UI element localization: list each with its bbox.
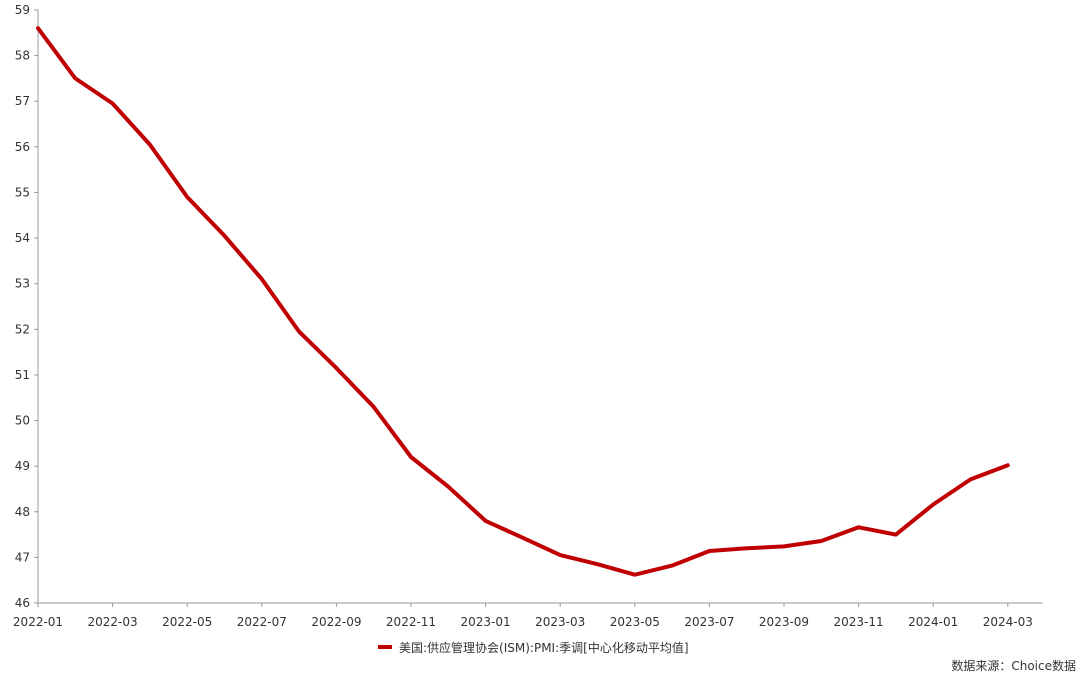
x-tick-label: 2023-09 [759, 615, 809, 629]
y-tick-label: 49 [15, 459, 30, 473]
x-tick-label: 2022-07 [237, 615, 287, 629]
series-line-0 [36, 26, 1010, 577]
y-tick-label: 51 [15, 368, 30, 382]
y-axis: 46 47 48 49 50 51 52 53 54 55 56 57 58 59 [15, 3, 39, 610]
x-tick-label: 2024-03 [983, 615, 1033, 629]
x-tick-label: 2022-09 [311, 615, 361, 629]
y-tick-label: 59 [15, 3, 30, 17]
series-layer [36, 26, 1010, 577]
x-tick-label: 2022-11 [386, 615, 436, 629]
x-tick-label: 2022-05 [162, 615, 212, 629]
y-tick-label: 55 [15, 185, 30, 199]
y-tick-label: 53 [15, 277, 30, 291]
x-tick-label: 2023-05 [610, 615, 660, 629]
y-tick-label: 50 [15, 414, 30, 428]
x-tick-label: 2023-07 [684, 615, 734, 629]
y-tick-label: 54 [15, 231, 30, 245]
legend: 美国:供应管理协会(ISM):PMI:季调[中心化移动平均值] [378, 640, 689, 655]
y-tick-label: 46 [15, 596, 30, 610]
legend-swatch [378, 645, 392, 649]
legend-label: 美国:供应管理协会(ISM):PMI:季调[中心化移动平均值] [399, 640, 689, 655]
y-tick-label: 48 [15, 505, 30, 519]
y-tick-label: 47 [15, 550, 30, 564]
x-tick-label: 2024-01 [908, 615, 958, 629]
source-label: 数据来源：Choice数据 [951, 658, 1076, 673]
y-tick-label: 56 [15, 140, 30, 154]
x-axis: 2022-01 2022-03 2022-05 2022-07 2022-09 2022-… [13, 602, 1043, 629]
y-tick-label: 52 [15, 322, 30, 336]
x-tick-label: 2022-01 [13, 615, 63, 629]
x-tick-label: 2023-11 [834, 615, 884, 629]
x-tick-label: 2022-03 [88, 615, 138, 629]
x-tick-label: 2023-03 [535, 615, 585, 629]
x-tick-label: 2023-01 [461, 615, 511, 629]
y-tick-label: 58 [15, 49, 30, 63]
y-tick-label: 57 [15, 94, 30, 108]
